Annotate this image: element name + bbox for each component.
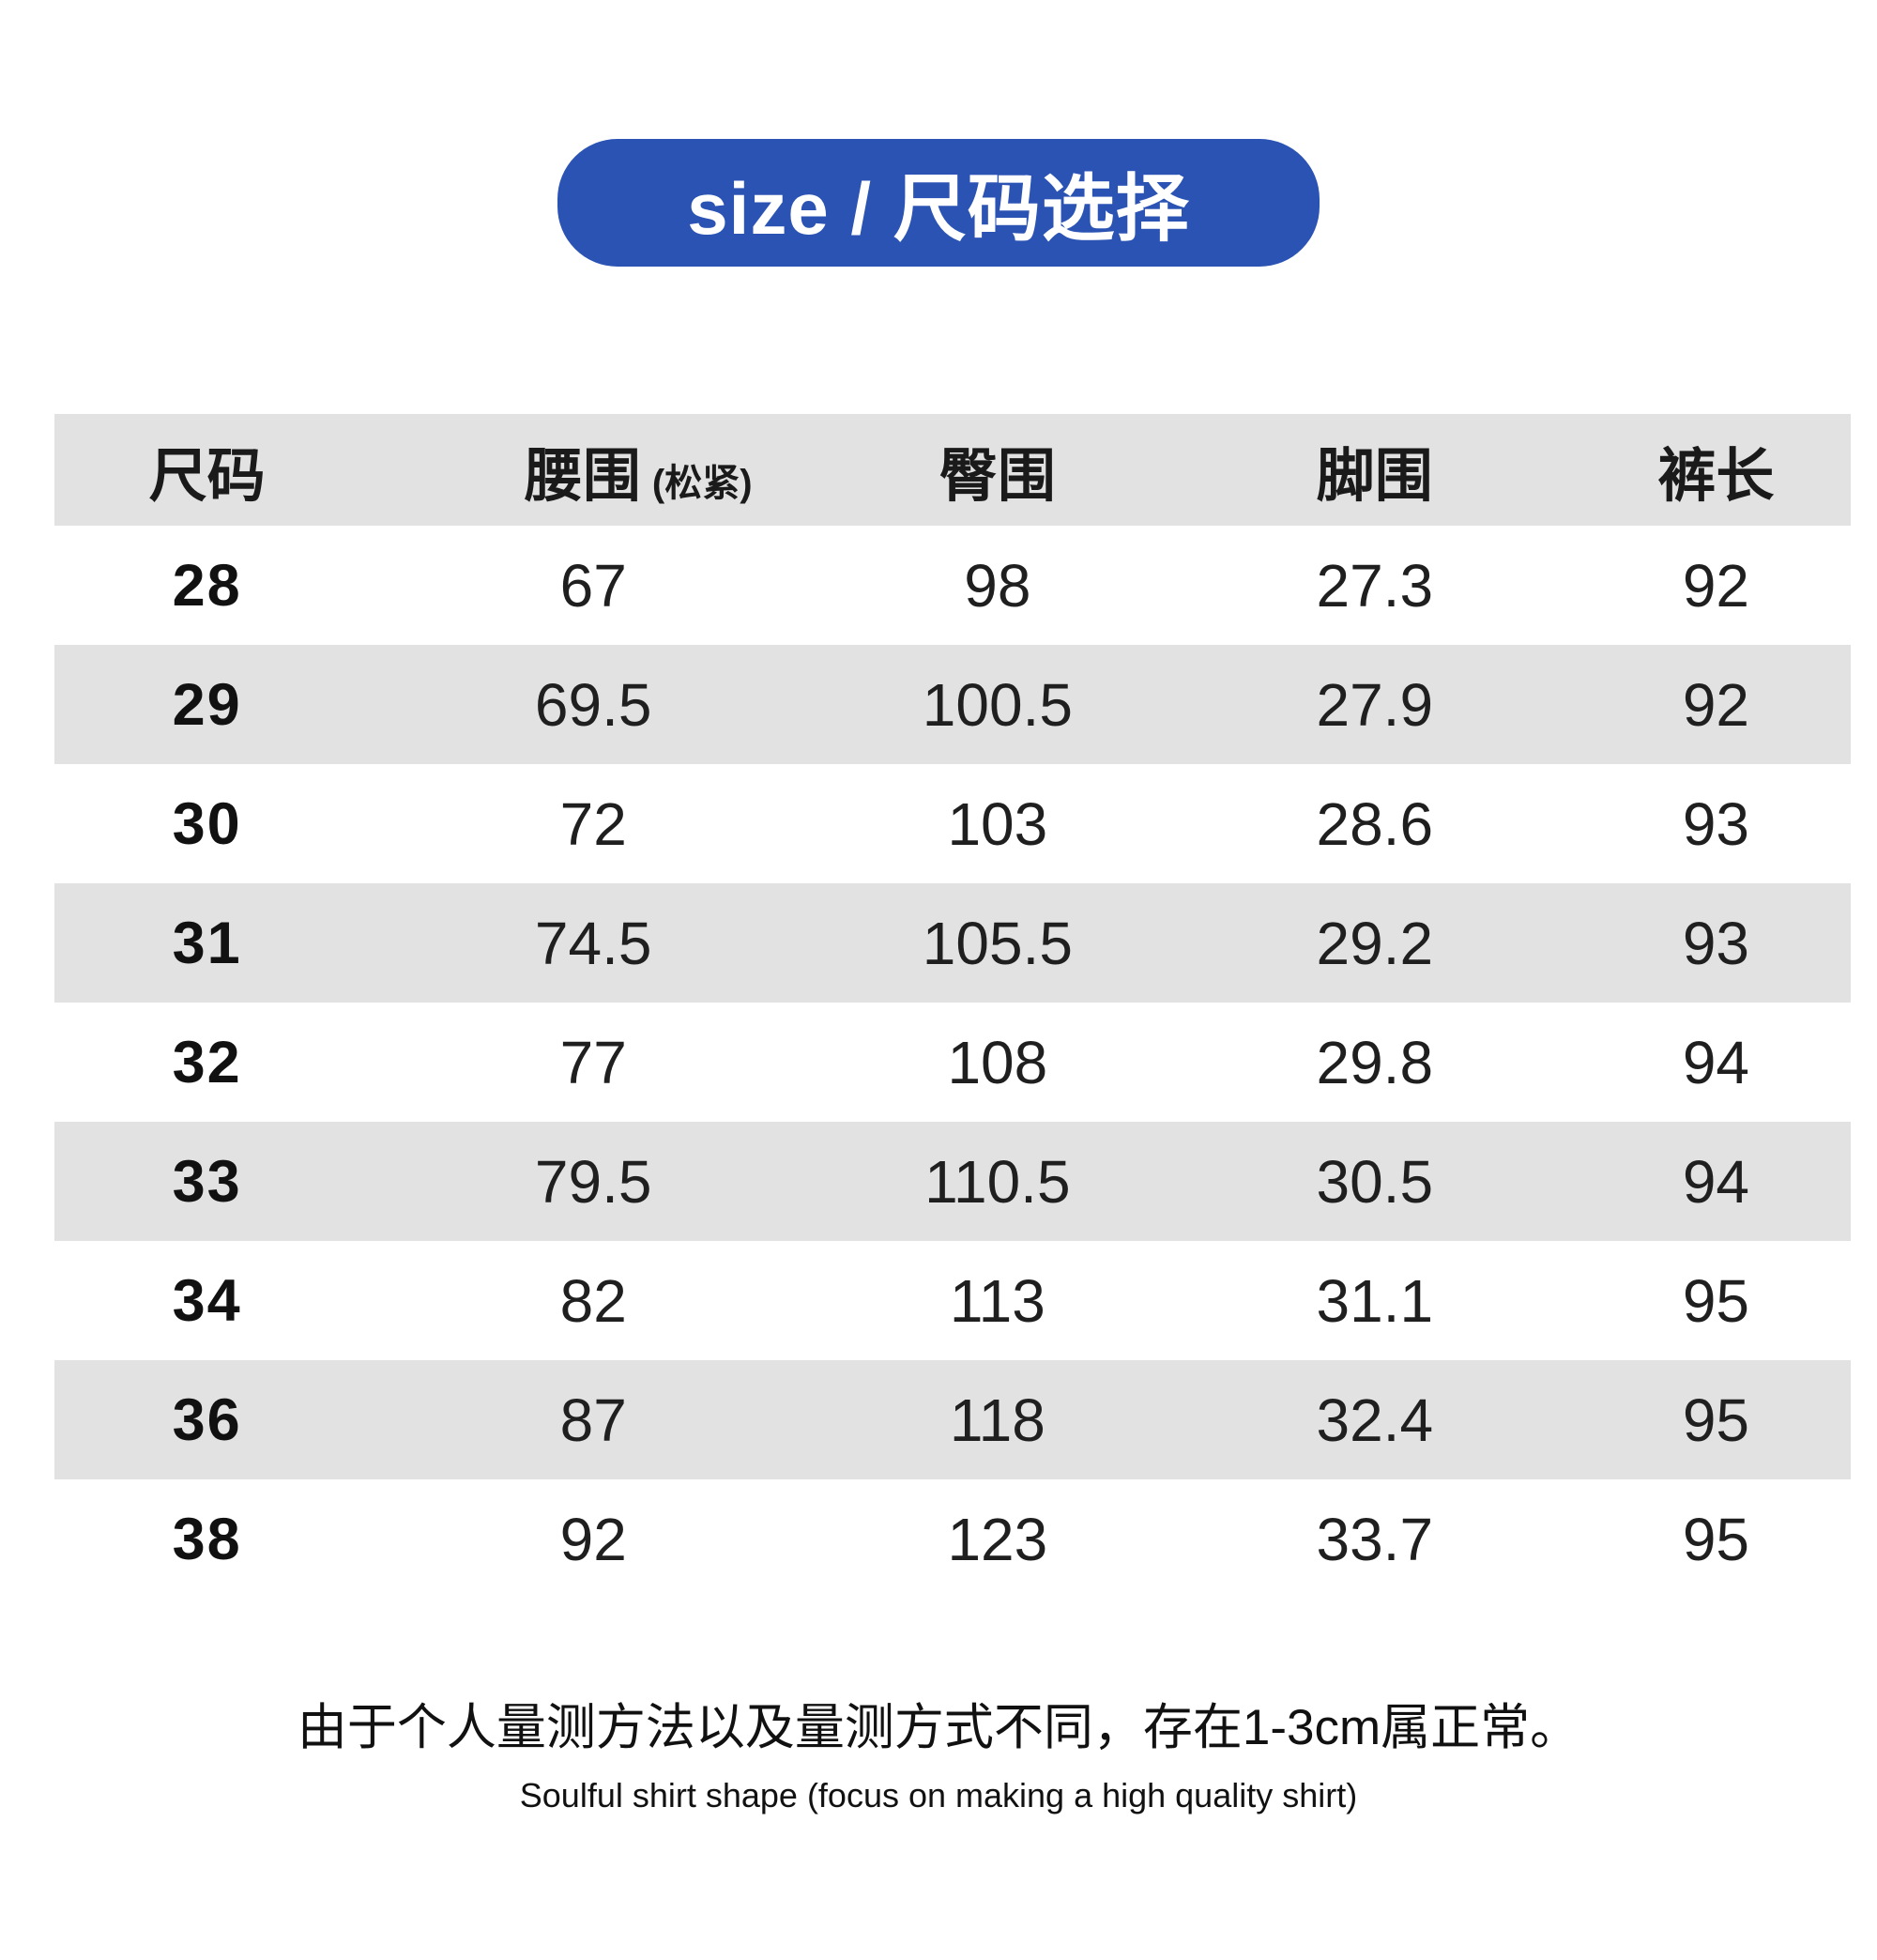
table-row: 33 79.5 110.5 30.5 94	[54, 1122, 1851, 1241]
table-header-row: 尺码 腰围 (松紧) 臀围 脚围 裤长	[54, 414, 1851, 526]
size-cell: 33	[172, 1148, 242, 1215]
hip-cell: 100.5	[922, 670, 1073, 739]
hip-cell: 118	[949, 1386, 1045, 1454]
table-row: 32 77 108 29.8 94	[54, 1003, 1851, 1122]
length-cell: 93	[1682, 909, 1750, 977]
leg-cell: 28.6	[1316, 789, 1434, 858]
leg-cell: 31.1	[1316, 1266, 1434, 1335]
length-cell: 94	[1682, 1147, 1750, 1216]
size-cell: 38	[172, 1506, 242, 1572]
length-cell: 95	[1682, 1386, 1750, 1454]
col-header-leg-opening-label: 脚围	[1316, 443, 1433, 509]
waist-cell: 67	[559, 551, 627, 620]
length-cell: 92	[1682, 551, 1750, 620]
table-row: 28 67 98 27.3 92	[54, 526, 1851, 645]
waist-cell: 74.5	[534, 909, 652, 977]
waist-cell: 77	[559, 1028, 627, 1096]
leg-cell: 32.4	[1316, 1386, 1434, 1454]
waist-cell: 79.5	[534, 1147, 652, 1216]
hip-cell: 123	[947, 1505, 1048, 1573]
hip-cell: 103	[947, 789, 1048, 858]
length-cell: 95	[1682, 1266, 1750, 1335]
hip-cell: 110.5	[924, 1147, 1071, 1216]
size-cell: 29	[172, 671, 242, 738]
size-cell: 34	[172, 1267, 242, 1334]
col-header-length-label: 裤长	[1657, 443, 1775, 509]
hip-cell: 105.5	[922, 909, 1073, 977]
waist-cell: 87	[559, 1386, 627, 1454]
waist-cell: 69.5	[534, 670, 652, 739]
col-header-length: 裤长	[1581, 414, 1851, 526]
english-tagline-note: Soulful shirt shape (focus on making a h…	[519, 1776, 1358, 1815]
col-header-leg-opening: 脚围	[1168, 414, 1581, 526]
length-cell: 95	[1682, 1505, 1750, 1573]
waist-cell: 92	[559, 1505, 627, 1573]
length-cell: 94	[1682, 1028, 1750, 1096]
col-header-size: 尺码	[54, 414, 359, 526]
table-row: 36 87 118 32.4 95	[54, 1360, 1851, 1479]
table-row: 29 69.5 100.5 27.9 92	[54, 645, 1851, 764]
col-header-hip-label: 臀围	[938, 443, 1056, 509]
size-cell: 30	[172, 790, 242, 857]
measurement-tolerance-note: 由于个人量测方法以及量测方式不同，存在1-3cm属正常。	[297, 1700, 1580, 1755]
length-cell: 92	[1682, 670, 1750, 739]
size-cell: 36	[172, 1386, 242, 1453]
col-header-waist: 腰围 (松紧)	[359, 414, 827, 526]
table-row: 38 92 123 33.7 95	[54, 1479, 1851, 1599]
size-header-badge: size / 尺码选择	[557, 139, 1320, 267]
size-cell: 28	[172, 552, 242, 619]
leg-cell: 33.7	[1316, 1505, 1434, 1573]
size-cell: 32	[172, 1029, 242, 1095]
size-cell: 31	[172, 910, 242, 976]
leg-cell: 27.9	[1316, 670, 1434, 739]
size-header-badge-label: size / 尺码选择	[687, 167, 1190, 250]
col-header-waist-sub-label: (松紧)	[651, 462, 753, 504]
waist-cell: 82	[559, 1266, 627, 1335]
col-header-size-label: 尺码	[148, 443, 266, 509]
size-table: 尺码 腰围 (松紧) 臀围 脚围 裤长 28 67 98 27.3	[54, 414, 1851, 1599]
leg-cell: 30.5	[1316, 1147, 1434, 1216]
leg-cell: 29.8	[1316, 1028, 1434, 1096]
waist-cell: 72	[559, 789, 627, 858]
leg-cell: 27.3	[1316, 551, 1434, 620]
col-header-waist-label: 腰围	[524, 443, 641, 509]
length-cell: 93	[1682, 789, 1750, 858]
hip-cell: 113	[949, 1266, 1045, 1335]
table-row: 31 74.5 105.5 29.2 93	[54, 883, 1851, 1003]
table-row: 30 72 103 28.6 93	[54, 764, 1851, 883]
table-row: 34 82 113 31.1 95	[54, 1241, 1851, 1360]
hip-cell: 98	[964, 551, 1031, 620]
col-header-hip: 臀围	[827, 414, 1168, 526]
hip-cell: 108	[947, 1028, 1048, 1096]
leg-cell: 29.2	[1316, 909, 1434, 977]
